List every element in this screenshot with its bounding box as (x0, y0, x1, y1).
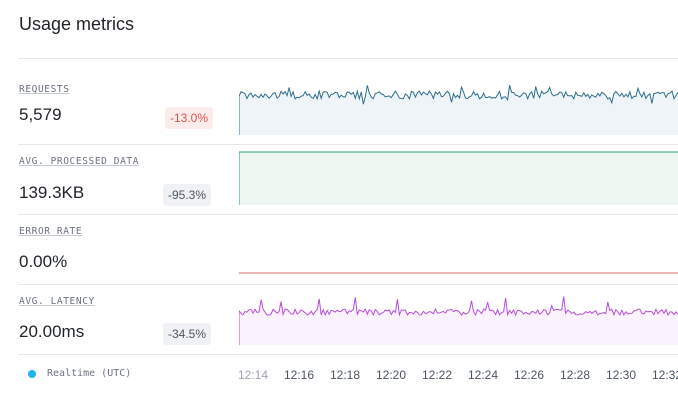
page-title: Usage metrics (19, 14, 135, 34)
time-tick-label: 12:22 (422, 368, 452, 382)
metric-value: 5,579 (19, 105, 62, 124)
metric-label[interactable]: REQUESTS (19, 84, 70, 95)
time-tick-label: 12:32 (652, 368, 678, 382)
processed-data-sparkline (239, 151, 678, 205)
change-badge: -95.3% (163, 184, 212, 206)
sparkline-line (239, 272, 678, 274)
metric-label[interactable]: AVG. PROCESSED DATA (19, 156, 140, 167)
time-tick-label: 12:28 (560, 368, 590, 382)
latency-sparkline (239, 296, 678, 345)
change-badge: -34.5% (163, 323, 212, 345)
divider (18, 354, 678, 355)
metric-panel-latency: AVG. LATENCY 20.00ms -34.5% (18, 284, 678, 354)
time-tick-label: 12:26 (514, 368, 544, 382)
metric-label[interactable]: ERROR RATE (19, 226, 83, 237)
sparkline-area (239, 152, 678, 205)
sparkline-line (239, 85, 678, 135)
requests-sparkline (239, 85, 678, 135)
error-rate-sparkline (239, 272, 678, 274)
time-tick-label: 12:20 (376, 368, 406, 382)
sparkline-area (239, 85, 678, 135)
time-tick-label: 12:16 (284, 368, 314, 382)
time-tick-label: 12:24 (468, 368, 498, 382)
metric-value: 0.00% (19, 252, 68, 271)
legend: Realtime (UTC) (28, 368, 131, 379)
sparkline-area (239, 296, 678, 345)
metric-panel-requests: REQUESTS 5,579 -13.0% (18, 58, 678, 135)
legend-label: Realtime (UTC) (47, 368, 132, 379)
metric-panel-processed-data: AVG. PROCESSED DATA 139.3KB -95.3% (18, 144, 678, 214)
time-axis: 12:14 12:16 12:18 12:20 12:22 12:24 12:26 12:28… (239, 368, 678, 382)
metric-value: 20.00ms (19, 322, 85, 341)
time-tick-label: 12:18 (330, 368, 360, 382)
realtime-dot-icon (28, 369, 36, 378)
sparkline-line (239, 296, 678, 345)
metric-label[interactable]: AVG. LATENCY (19, 296, 95, 307)
metric-panel-error-rate: ERROR RATE 0.00% (18, 214, 678, 284)
time-tick-label: 12:14 (239, 368, 268, 382)
sparkline-line (239, 151, 678, 205)
time-tick-label: 12:30 (606, 368, 636, 382)
metric-value: 139.3KB (19, 183, 85, 202)
change-badge: -13.0% (165, 107, 214, 129)
